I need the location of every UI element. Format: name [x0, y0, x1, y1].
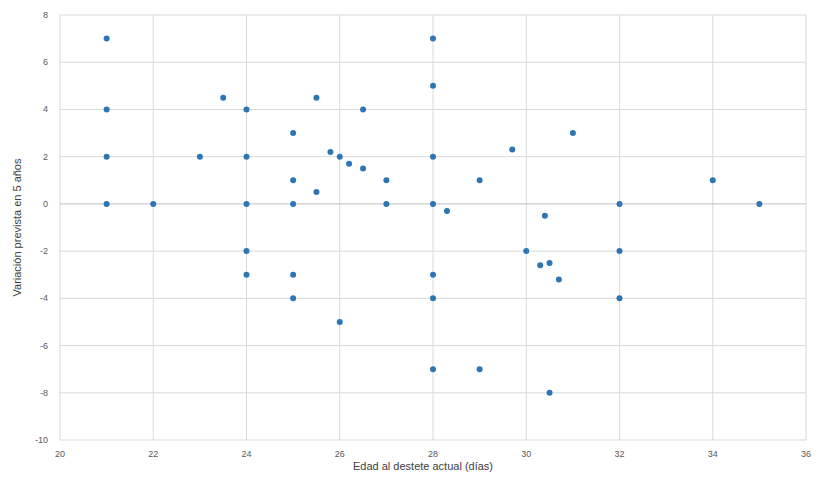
- y-tick-label: -8: [40, 388, 48, 398]
- point: [360, 106, 366, 112]
- grid-line-x: [246, 15, 247, 440]
- y-axis-title: Variación prevista en 5 años: [11, 158, 23, 296]
- x-tick-label: 30: [521, 449, 531, 459]
- point: [430, 366, 436, 372]
- grid-line-x: [339, 15, 340, 440]
- point: [617, 201, 623, 207]
- point: [290, 272, 296, 278]
- x-axis-title: Edad al destete actual (días): [353, 460, 493, 472]
- grid-line-x: [433, 15, 434, 440]
- point: [430, 272, 436, 278]
- point: [104, 36, 110, 42]
- y-tick-label: 2: [43, 152, 48, 162]
- grid-line-y: [60, 392, 806, 393]
- chart: 202224262830323436-10-8-6-4-202468Edad a…: [0, 0, 820, 487]
- point: [477, 177, 483, 183]
- grid-line-x: [60, 15, 61, 440]
- point: [617, 295, 623, 301]
- y-tick-label: 4: [43, 104, 48, 114]
- x-tick-label: 28: [428, 449, 438, 459]
- point: [710, 177, 716, 183]
- point: [430, 201, 436, 207]
- x-tick-label: 26: [335, 449, 345, 459]
- point: [523, 248, 529, 254]
- point: [220, 95, 226, 101]
- grid-line-y: [60, 251, 806, 252]
- point: [547, 260, 553, 266]
- point: [542, 213, 548, 219]
- y-tick-label: 8: [43, 10, 48, 20]
- grid-line-y: [60, 109, 806, 110]
- y-tick-label: 6: [43, 57, 48, 67]
- point: [756, 201, 762, 207]
- point: [197, 154, 203, 160]
- points: [104, 36, 763, 396]
- x-tick-label: 32: [614, 449, 624, 459]
- point: [360, 165, 366, 171]
- point: [104, 154, 110, 160]
- grid-line-y: [60, 15, 806, 16]
- point: [617, 248, 623, 254]
- point: [337, 154, 343, 160]
- y-tick-label: -4: [40, 293, 48, 303]
- grid-line-y: [60, 62, 806, 63]
- x-tick-label: 24: [241, 449, 251, 459]
- grid-line-x: [619, 15, 620, 440]
- point: [104, 201, 110, 207]
- grid-line-x: [806, 15, 807, 440]
- point: [313, 189, 319, 195]
- background: [0, 0, 820, 487]
- y-tick-label: -10: [35, 435, 48, 445]
- point: [337, 319, 343, 325]
- point: [290, 201, 296, 207]
- point: [430, 154, 436, 160]
- point: [570, 130, 576, 136]
- point: [244, 106, 250, 112]
- point: [477, 366, 483, 372]
- point: [150, 201, 156, 207]
- point: [346, 161, 352, 167]
- y-tick-label: 0: [43, 199, 48, 209]
- point: [430, 36, 436, 42]
- grid-line-x: [153, 15, 154, 440]
- point: [383, 201, 389, 207]
- point: [383, 177, 389, 183]
- point: [444, 208, 450, 214]
- point: [509, 147, 515, 153]
- point: [104, 106, 110, 112]
- point: [313, 95, 319, 101]
- point: [556, 276, 562, 282]
- point: [244, 272, 250, 278]
- point: [290, 177, 296, 183]
- point: [537, 262, 543, 268]
- grid-line-x: [712, 15, 713, 440]
- point: [547, 390, 553, 396]
- grid-line-y: [60, 440, 806, 441]
- point: [244, 154, 250, 160]
- point: [430, 83, 436, 89]
- x-tick-label: 34: [708, 449, 718, 459]
- y-tick-label: -6: [40, 341, 48, 351]
- x-tick-label: 20: [55, 449, 65, 459]
- grid-line-y: [60, 345, 806, 346]
- point: [244, 248, 250, 254]
- point: [290, 295, 296, 301]
- point: [244, 201, 250, 207]
- point: [290, 130, 296, 136]
- point: [430, 295, 436, 301]
- x-tick-label: 36: [801, 449, 811, 459]
- y-tick-label: -2: [40, 246, 48, 256]
- x-tick-label: 22: [148, 449, 158, 459]
- point: [327, 149, 333, 155]
- grid-line-x: [526, 15, 527, 440]
